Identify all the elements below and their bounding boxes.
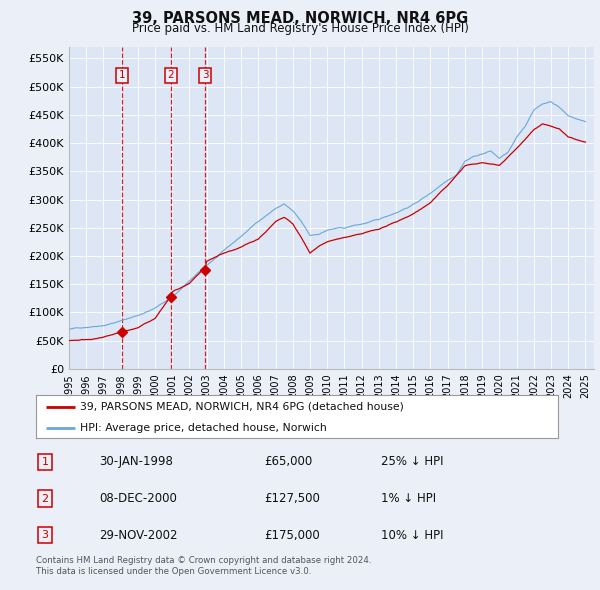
Text: 3: 3 [41,530,49,540]
Text: £127,500: £127,500 [264,492,320,505]
Text: 2: 2 [41,494,49,503]
Text: 08-DEC-2000: 08-DEC-2000 [99,492,177,505]
Text: Price paid vs. HM Land Registry's House Price Index (HPI): Price paid vs. HM Land Registry's House … [131,22,469,35]
Text: 2: 2 [167,70,174,80]
Text: £65,000: £65,000 [264,455,312,468]
Text: 1: 1 [41,457,49,467]
Text: 1% ↓ HPI: 1% ↓ HPI [381,492,436,505]
Text: Contains HM Land Registry data © Crown copyright and database right 2024.
This d: Contains HM Land Registry data © Crown c… [36,556,371,576]
Text: 25% ↓ HPI: 25% ↓ HPI [381,455,443,468]
Text: 39, PARSONS MEAD, NORWICH, NR4 6PG (detached house): 39, PARSONS MEAD, NORWICH, NR4 6PG (deta… [80,402,404,412]
Text: 10% ↓ HPI: 10% ↓ HPI [381,529,443,542]
Text: 29-NOV-2002: 29-NOV-2002 [99,529,178,542]
Text: 3: 3 [202,70,209,80]
Text: £175,000: £175,000 [264,529,320,542]
Text: HPI: Average price, detached house, Norwich: HPI: Average price, detached house, Norw… [80,424,327,434]
Text: 39, PARSONS MEAD, NORWICH, NR4 6PG: 39, PARSONS MEAD, NORWICH, NR4 6PG [132,11,468,25]
Text: 1: 1 [119,70,125,80]
Text: 30-JAN-1998: 30-JAN-1998 [99,455,173,468]
